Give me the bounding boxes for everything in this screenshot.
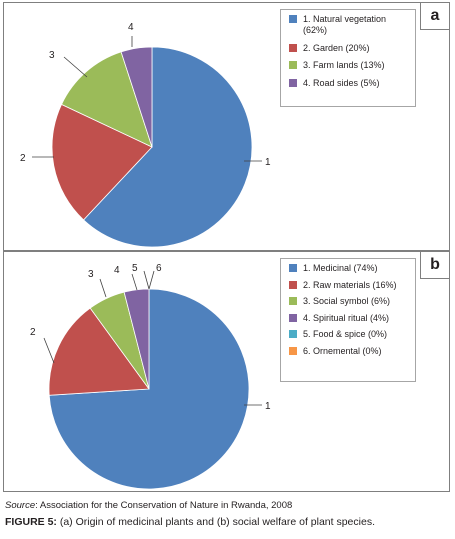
leader-line-b-3 — [99, 278, 107, 298]
chart-panel-b: 1 2 3 4 5 6 1. Medicinal (74%) 2. Raw material… — [3, 251, 450, 492]
legend-text-a-3: 3. Farm lands (13%) — [303, 60, 385, 70]
legend-item-a-1: 1. Natural vegetation (62%) — [289, 14, 409, 36]
slice-number-label-a-4: 4 — [128, 22, 134, 33]
panel-label-b: b — [420, 251, 450, 279]
slice-number-label-a-2: 2 — [20, 153, 26, 164]
legend-swatch-b-1 — [289, 264, 297, 272]
legend-text-b-2: 2. Raw materials (16%) — [303, 279, 397, 290]
leader-line-b-5 — [143, 270, 150, 290]
legend-text-a-2: 2. Garden (20%) — [303, 42, 370, 53]
legend-swatch-a-2 — [289, 43, 297, 52]
legend-b: 1. Medicinal (74%) 2. Raw materials (16%)… — [280, 258, 416, 382]
legend-item-b-4: 4. Spiritual ritual (4%) — [289, 313, 409, 324]
legend-item-a-4: 4. Road sides (5%) — [289, 78, 409, 89]
legend-swatch-a-3 — [289, 61, 297, 69]
slice-number-label-b-5: 5 — [132, 263, 138, 274]
legend-swatch-a-4 — [289, 78, 297, 87]
slice-number-label-b-3: 3 — [88, 269, 94, 280]
pie-slice-a-1 — [82, 46, 253, 248]
legend-a: 1. Natural vegetation (62%) 2. Garden (20%… — [280, 9, 416, 107]
leader-line-b-2 — [43, 337, 55, 364]
legend-text-b-3: 3. Social symbol (6%) — [303, 296, 391, 306]
figure-caption: FIGURE 5: (a) Origin of medicinal plants… — [5, 516, 375, 528]
legend-swatch-a-1 — [289, 15, 297, 23]
legend-item-b-5: 5. Food & spice (0%) — [289, 329, 409, 340]
slice-number-label-b-6: 6 — [156, 263, 162, 274]
legend-swatch-b-6 — [289, 346, 297, 355]
pie-slice-a-4 — [120, 46, 153, 148]
legend-swatch-b-3 — [289, 297, 297, 305]
chart-panel-a: 1 2 3 4 1. Natural vegetation (62%) 2. Garden… — [3, 2, 450, 251]
legend-item-b-6: 6. Ornemental (0%) — [289, 346, 409, 357]
leader-line-b-6 — [148, 270, 155, 290]
source-label: Source — [5, 500, 36, 511]
panel-label-a: a — [420, 2, 450, 30]
legend-text-b-5: 5. Food & spice (0%) — [303, 329, 388, 339]
pie-chart-a: 1 2 3 4 — [20, 22, 271, 248]
leader-line-b-4 — [131, 273, 138, 291]
slice-number-label-b-4: 4 — [114, 265, 120, 276]
legend-swatch-b-5 — [289, 330, 297, 338]
leader-line-a-3 — [63, 56, 88, 78]
source-line: Source: Association for the Conservation… — [5, 500, 292, 511]
pie-slice-a-3 — [60, 51, 153, 148]
legend-text-b-6: 6. Ornemental (0%) — [303, 345, 382, 356]
caption-text: (a) Origin of medicinal plants and (b) s… — [56, 516, 375, 528]
legend-swatch-b-2 — [289, 280, 297, 289]
legend-item-a-2: 2. Garden (20%) — [289, 43, 409, 54]
legend-text-b-4: 4. Spiritual ritual (4%) — [303, 312, 390, 323]
legend-text-a-1: 1. Natural vegetation (62%) — [303, 14, 387, 35]
slice-number-label-a-1: 1 — [265, 157, 271, 168]
legend-item-b-1: 1. Medicinal (74%) — [289, 263, 409, 274]
slice-number-label-b-2: 2 — [30, 327, 36, 338]
legend-swatch-b-4 — [289, 313, 297, 322]
slice-number-label-b-1: 1 — [265, 401, 271, 412]
caption-label: FIGURE 5: — [5, 516, 57, 528]
pie-slice-b-2 — [48, 307, 150, 396]
pie-chart-b: 1 2 3 4 5 6 — [30, 263, 271, 490]
legend-text-a-4: 4. Road sides (5%) — [303, 77, 380, 88]
slice-number-label-a-3: 3 — [49, 50, 55, 61]
legend-text-b-1: 1. Medicinal (74%) — [303, 263, 378, 273]
legend-item-b-3: 3. Social symbol (6%) — [289, 296, 409, 307]
pie-slice-a-2 — [51, 103, 153, 221]
legend-item-a-3: 3. Farm lands (13%) — [289, 60, 409, 71]
source-text: : Association for the Conservation of Na… — [35, 500, 293, 511]
legend-item-b-2: 2. Raw materials (16%) — [289, 280, 409, 291]
